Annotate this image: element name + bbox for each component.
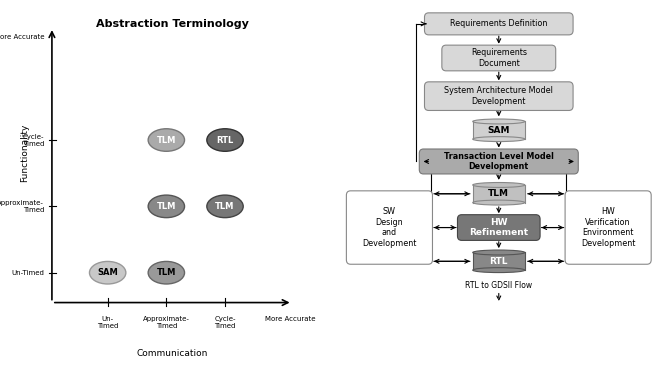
Text: TLM: TLM (215, 202, 234, 211)
Text: Transaction Level Model
Development: Transaction Level Model Development (444, 152, 553, 171)
Bar (473, 121, 525, 139)
Ellipse shape (473, 200, 525, 205)
Text: TLM: TLM (157, 202, 176, 211)
Text: System Architecture Model
Development: System Architecture Model Development (444, 87, 553, 106)
Ellipse shape (207, 195, 243, 218)
FancyBboxPatch shape (419, 149, 578, 174)
Text: Abstraction Terminology: Abstraction Terminology (96, 19, 249, 29)
Text: Requirements Definition: Requirements Definition (450, 19, 548, 28)
Text: Requirements
Document: Requirements Document (471, 48, 527, 68)
Text: TLM: TLM (488, 189, 510, 198)
Text: More Accurate: More Accurate (265, 316, 316, 322)
Text: Communication: Communication (136, 349, 208, 358)
Ellipse shape (207, 129, 243, 151)
Bar (473, 252, 525, 270)
FancyBboxPatch shape (346, 191, 432, 264)
Ellipse shape (148, 195, 185, 218)
Text: HW
Verification
Environment
Development: HW Verification Environment Development (581, 207, 635, 248)
FancyBboxPatch shape (424, 82, 573, 110)
FancyBboxPatch shape (424, 13, 573, 35)
Text: HW
Refinement: HW Refinement (469, 218, 529, 237)
Text: More Accurate: More Accurate (0, 34, 45, 40)
FancyBboxPatch shape (457, 215, 540, 240)
Ellipse shape (473, 137, 525, 142)
Ellipse shape (473, 268, 525, 273)
Text: Un-
Timed: Un- Timed (97, 316, 119, 329)
Text: SAM: SAM (98, 268, 118, 277)
FancyBboxPatch shape (442, 45, 555, 71)
Ellipse shape (148, 129, 185, 151)
Text: RTL: RTL (216, 135, 234, 145)
Text: TLM: TLM (157, 268, 176, 277)
Text: Cycle-
Timed: Cycle- Timed (214, 316, 236, 329)
Text: RTL: RTL (489, 257, 508, 266)
Text: TLM: TLM (157, 135, 176, 145)
Text: Approximate-
Timed: Approximate- Timed (0, 200, 45, 213)
Ellipse shape (90, 261, 126, 284)
Text: Cycle-
Timed: Cycle- Timed (23, 134, 45, 146)
Text: Approximate-
Timed: Approximate- Timed (143, 316, 190, 329)
Text: Functionality: Functionality (20, 124, 29, 182)
Ellipse shape (148, 261, 185, 284)
Ellipse shape (473, 119, 525, 124)
Text: RTL to GDSII Flow: RTL to GDSII Flow (465, 281, 533, 290)
Text: SW
Design
and
Development: SW Design and Development (362, 207, 417, 248)
Ellipse shape (473, 250, 525, 255)
Text: SAM: SAM (487, 126, 510, 135)
FancyBboxPatch shape (565, 191, 651, 264)
Ellipse shape (473, 182, 525, 188)
Bar (473, 185, 525, 203)
Text: Un-Timed: Un-Timed (11, 270, 45, 276)
